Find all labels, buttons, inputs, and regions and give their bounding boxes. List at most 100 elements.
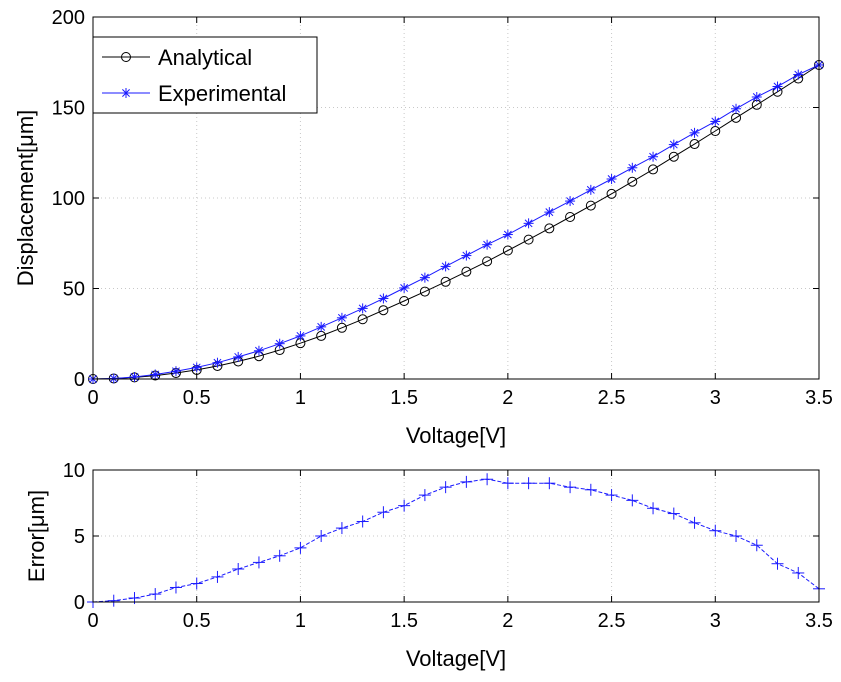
top-series-1-point-28-d2 bbox=[669, 140, 678, 149]
top-series-1-point-10 bbox=[295, 330, 306, 341]
top-series-0-point-26 bbox=[627, 176, 638, 187]
legend: Analytical Experimental bbox=[92, 36, 318, 114]
top-series-1-point-16 bbox=[419, 272, 430, 283]
top-series-0-point-16 bbox=[419, 286, 430, 297]
top-series-1-point-11-d2 bbox=[317, 322, 326, 331]
bottom-series-0-point-19 bbox=[481, 473, 494, 486]
bottom-series-0-point-23 bbox=[564, 481, 577, 494]
bottom-series-0-point-6 bbox=[211, 570, 224, 583]
bottom-series-0-point-30 bbox=[709, 524, 722, 537]
bottom-series-0-point-21 bbox=[522, 477, 535, 490]
top-y-axis-label: Displacement[μm] bbox=[13, 110, 38, 287]
top-series-1-point-24-d2 bbox=[586, 185, 595, 194]
top-series-1-point-32 bbox=[751, 92, 762, 103]
bottom-xtick-label-2: 1 bbox=[295, 610, 306, 632]
bottom-x-axis-label: Voltage[V] bbox=[406, 646, 506, 671]
top-series-1-point-4 bbox=[170, 366, 181, 377]
top-series-1-point-25-d2 bbox=[607, 175, 616, 183]
top-series-1-point-15-d2 bbox=[400, 284, 409, 292]
top-series-1-point-27 bbox=[648, 151, 659, 162]
bottom-series-0-point-27 bbox=[647, 502, 660, 515]
top-series-1-point-28 bbox=[668, 139, 679, 150]
legend-experimental-marker bbox=[121, 88, 131, 98]
bottom-series-0-point-26 bbox=[626, 494, 639, 507]
top-series-1-point-20 bbox=[502, 229, 513, 240]
bottom-grid bbox=[93, 470, 819, 602]
legend-analytical-label: Analytical bbox=[158, 45, 252, 70]
top-series-1-point-6 bbox=[212, 357, 223, 368]
top-series-0-point-23 bbox=[565, 212, 576, 223]
top-ticks: 0 0.5 1 1.5 2 2.5 3 3.5 0 50 100 150 200 bbox=[52, 7, 833, 409]
top-series-1-point-27-d2 bbox=[649, 152, 658, 161]
top-xtick-label-6: 3 bbox=[710, 387, 721, 409]
top-series-1-point-3 bbox=[150, 369, 161, 380]
bottom-series-0-point-25 bbox=[605, 489, 618, 502]
top-series-layer bbox=[88, 59, 824, 384]
top-xtick-label-2: 1 bbox=[295, 387, 306, 409]
top-series-1-point-20-d2 bbox=[503, 230, 512, 239]
top-series-1-point-22 bbox=[544, 207, 555, 218]
legend-experimental-asterisk bbox=[121, 88, 131, 98]
legend-experimental-label: Experimental bbox=[158, 81, 286, 106]
top-series-1-point-10-d2 bbox=[296, 331, 305, 340]
bottom-xtick-label-7: 3.5 bbox=[805, 610, 833, 632]
top-series-1-point-23 bbox=[565, 196, 576, 207]
top-xtick-label-4: 2 bbox=[502, 387, 513, 409]
top-series-1-point-3-d2 bbox=[151, 370, 160, 379]
top-series-1-point-7 bbox=[233, 351, 244, 362]
bottom-xtick-label-0: 0 bbox=[87, 610, 98, 632]
top-series-0-point-20 bbox=[502, 245, 513, 256]
top-ytick-label-2: 100 bbox=[52, 188, 85, 210]
top-series-1-point-29-d2 bbox=[690, 128, 699, 137]
legend-analytical-marker bbox=[121, 52, 131, 62]
bottom-series-0-line bbox=[92, 478, 820, 603]
bottom-series-0-point-1 bbox=[107, 594, 120, 607]
top-series-1-point-19-d2 bbox=[483, 240, 492, 249]
bottom-ytick-label-2: 10 bbox=[63, 460, 85, 482]
legend-box bbox=[92, 36, 318, 114]
top-series-1-point-21-d2 bbox=[524, 219, 533, 228]
top-xtick-label-7: 3.5 bbox=[805, 387, 833, 409]
bottom-xtick-label-4: 2 bbox=[502, 610, 513, 632]
bottom-series-0-point-34 bbox=[792, 566, 805, 579]
top-series-1-point-29 bbox=[689, 127, 700, 138]
top-ytick-label-4: 200 bbox=[52, 7, 85, 29]
top-series-1-point-22-d2 bbox=[545, 208, 554, 217]
top-series-0-point-30 bbox=[710, 126, 721, 137]
bottom-series-0-point-29 bbox=[688, 516, 701, 529]
top-series-1-point-1 bbox=[108, 373, 119, 384]
top-series-1-point-9-d2 bbox=[275, 339, 284, 348]
top-series-0-point-24 bbox=[585, 200, 596, 211]
top-series-1-point-33-d2 bbox=[773, 82, 782, 91]
bottom-series-0-point-10 bbox=[294, 541, 307, 554]
bottom-series-0-point-28 bbox=[667, 507, 680, 520]
top-series-0-point-29 bbox=[689, 139, 700, 150]
top-series-1-point-1-d2 bbox=[109, 374, 118, 383]
top-xtick-label-1: 0.5 bbox=[183, 387, 211, 409]
bottom-series-0-point-9 bbox=[273, 549, 286, 562]
top-series-1-point-4-d2 bbox=[172, 367, 180, 376]
top-series-1-point-33 bbox=[772, 81, 783, 92]
top-series-0-point-12 bbox=[336, 322, 347, 333]
top-series-0-point-27 bbox=[648, 164, 659, 175]
bottom-series-0-point-13 bbox=[356, 515, 369, 528]
top-series-0-point-25 bbox=[606, 188, 617, 199]
top-series-1-point-25 bbox=[606, 173, 617, 184]
top-series-1-point-5 bbox=[191, 362, 202, 373]
bottom-series-0-point-15 bbox=[398, 499, 411, 512]
top-series-1-point-24 bbox=[585, 184, 596, 195]
top-series-1-point-9 bbox=[274, 338, 285, 349]
top-series-1-point-31-d2 bbox=[732, 104, 740, 113]
top-series-1-point-34 bbox=[793, 69, 804, 80]
top-ytick-label-3: 150 bbox=[52, 98, 85, 120]
top-ytick-label-0: 0 bbox=[74, 369, 85, 391]
bottom-series-0-point-31 bbox=[730, 530, 743, 542]
bottom-series-0-point-8 bbox=[252, 556, 265, 569]
bottom-series-0-point-7 bbox=[232, 563, 245, 575]
bottom-series-0-point-12 bbox=[335, 522, 348, 535]
bottom-series-0-point-20 bbox=[501, 477, 514, 490]
bottom-series-0-point-24 bbox=[584, 483, 597, 496]
top-series-0-point-13 bbox=[357, 314, 368, 325]
top-series-1-point-17-d2 bbox=[441, 262, 450, 271]
top-series-0-point-15 bbox=[399, 295, 410, 306]
